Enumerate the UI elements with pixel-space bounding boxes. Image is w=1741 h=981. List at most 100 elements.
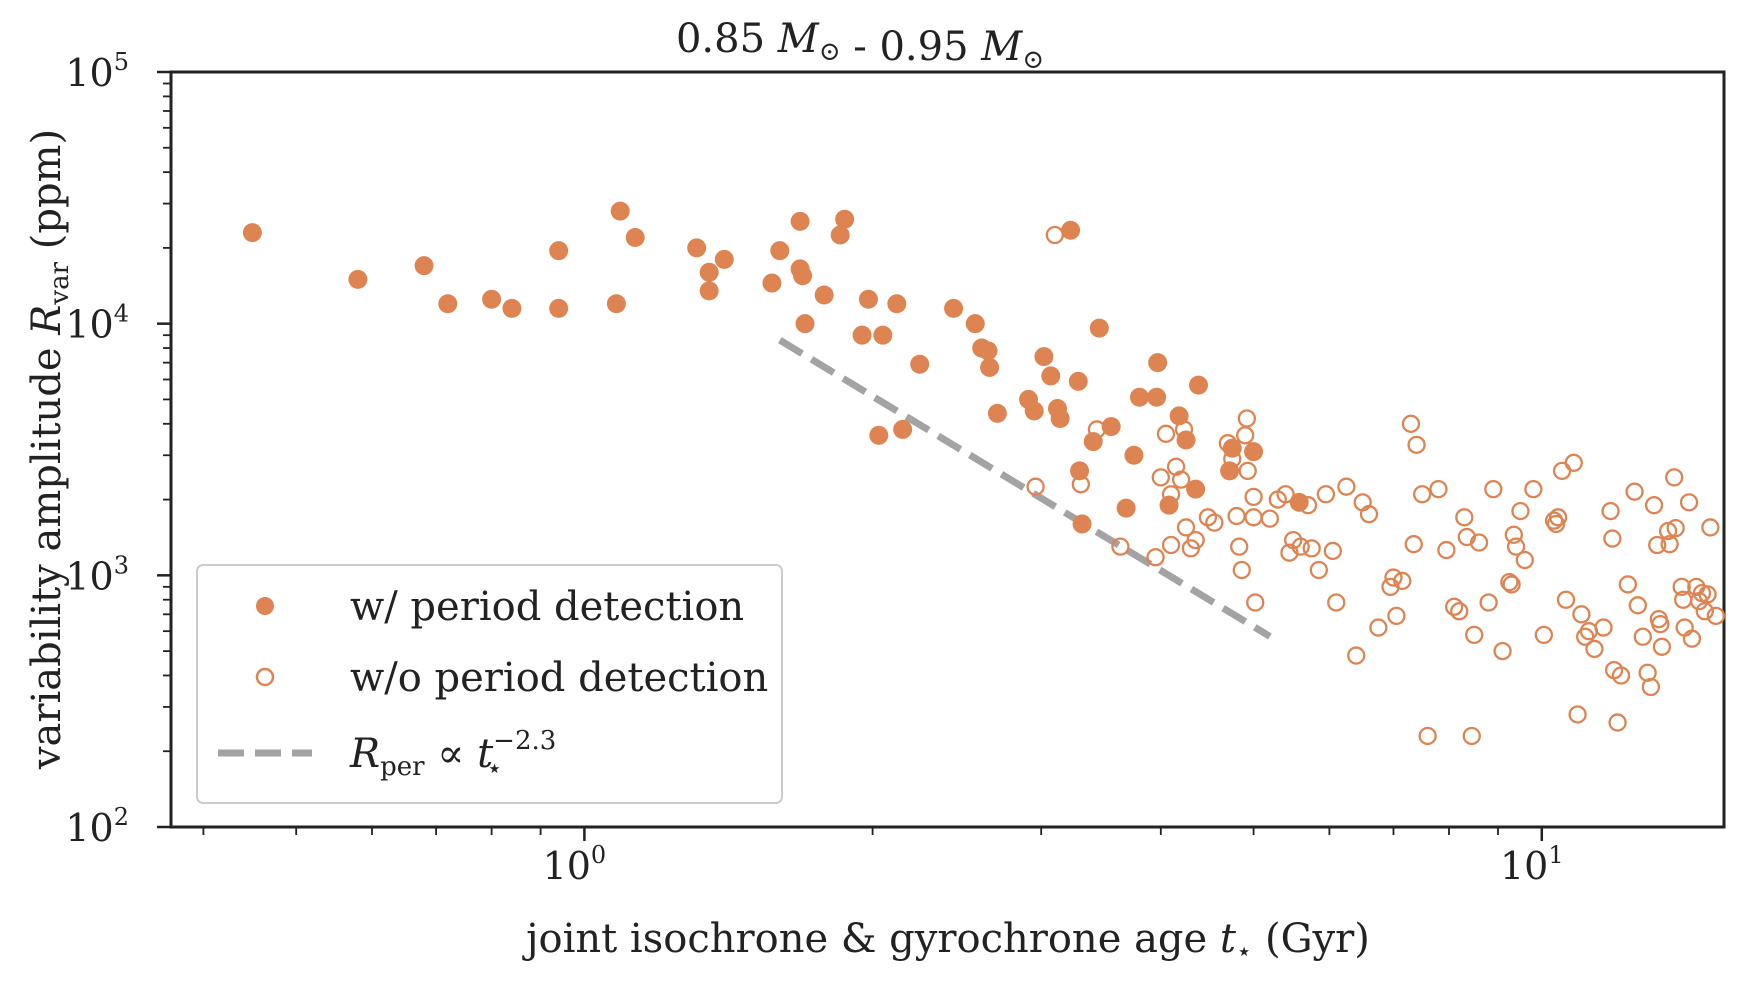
data-point-with-period (1159, 495, 1179, 515)
y-tick-label: 104 (65, 300, 129, 347)
data-point-without-period (1230, 537, 1249, 556)
ylabel-var: R (24, 305, 70, 336)
tick-labels: 100 101 102 103 104 105 (65, 48, 1563, 888)
data-point-without-period (1302, 539, 1321, 558)
data-point-without-period (1026, 477, 1045, 496)
data-point-without-period (1309, 560, 1329, 580)
data-point-with-period (965, 314, 985, 334)
trend-label-var: R (349, 731, 380, 777)
data-point-without-period (1227, 506, 1246, 526)
data-point-without-period (1045, 225, 1064, 245)
data-point-without-period (1232, 560, 1251, 580)
data-point-without-period (1484, 480, 1503, 499)
data-point-without-period (1369, 618, 1388, 637)
data-point-without-period (1500, 572, 1519, 592)
trend-line (778, 337, 1272, 640)
data-point-without-period (1244, 508, 1263, 527)
data-point-without-period (1384, 568, 1403, 587)
legend-label-with-period: w/ period detection (350, 584, 744, 630)
data-point-with-period (1222, 438, 1242, 458)
data-point-without-period (1644, 496, 1664, 515)
data-point-without-period (1469, 533, 1489, 552)
data-point-with-period (625, 227, 645, 247)
data-point-with-period (482, 289, 502, 309)
data-point-without-period (1675, 618, 1694, 637)
data-point-without-period (1504, 525, 1523, 544)
data-point-with-period (1148, 353, 1168, 373)
data-point-with-period (1289, 492, 1309, 512)
data-point-with-period (835, 209, 855, 229)
trend-line-group (778, 337, 1272, 640)
trend-label-exp: −2.3 (493, 726, 556, 756)
data-point-with-period (814, 285, 834, 305)
data-point-with-period (699, 262, 719, 282)
data-point-with-period (1176, 430, 1196, 450)
data-point-without-period (1695, 602, 1714, 621)
data-point-without-period (1429, 480, 1448, 499)
data-point-without-period (1393, 571, 1412, 591)
data-point-without-period (1611, 666, 1631, 685)
data-point-with-period (1189, 375, 1209, 395)
data-point-without-period (1236, 426, 1255, 445)
trend-label-sub: per (380, 752, 425, 782)
title-separator: - (853, 24, 867, 70)
y-tick-label: 105 (65, 48, 129, 95)
data-point-with-period (348, 269, 368, 289)
data-point-without-period (1666, 518, 1685, 538)
data-point-with-period (549, 241, 569, 261)
ylabel-suffix: (ppm) (24, 129, 70, 262)
data-point-without-period (1625, 482, 1644, 501)
data-point-without-period (1445, 597, 1464, 616)
data-point-with-period (790, 211, 810, 231)
data-point-with-period (1116, 498, 1136, 518)
data-point-without-period (1260, 509, 1280, 528)
data-point-without-period (1701, 518, 1720, 537)
data-point-without-period (1347, 646, 1366, 665)
data-point-without-period (1652, 637, 1672, 656)
data-point-with-period (714, 249, 734, 269)
data-point-without-period (1111, 537, 1130, 556)
data-point-with-period (1169, 406, 1189, 426)
data-point-with-period (414, 256, 434, 276)
data-point-without-period (1544, 511, 1564, 530)
y-axis-label: variability amplitude Rvar (ppm) (24, 129, 75, 770)
data-point-with-period (1244, 442, 1264, 462)
data-point-without-period (1146, 548, 1165, 567)
data-point-without-period (1502, 575, 1521, 594)
data-point-without-period (1534, 625, 1554, 645)
data-point-without-period (1186, 530, 1205, 550)
data-point-with-period (762, 273, 782, 293)
y-tick-label: 102 (65, 803, 129, 850)
data-point-with-period (1129, 387, 1149, 407)
data-point-without-period (1316, 485, 1336, 504)
data-point-without-period (1151, 468, 1170, 487)
data-point-without-period (1603, 529, 1622, 548)
legend-label-trend: Rper ∝ t−2.3 ⋆ (349, 726, 556, 784)
data-point-without-period (1511, 501, 1530, 521)
data-point-without-period (1455, 508, 1474, 527)
data-point-with-period (852, 325, 872, 345)
legend-label-without-period: w/o period detection (350, 655, 768, 701)
data-point-without-period (1594, 618, 1613, 637)
data-point-without-period (1359, 505, 1379, 524)
data-point-without-period (1648, 535, 1667, 555)
data-point-without-period (1618, 575, 1638, 594)
data-point-with-period (1050, 408, 1070, 428)
data-point-without-period (1579, 622, 1599, 641)
ylabel-prefix: variability amplitude (24, 335, 70, 770)
data-point-with-period (549, 298, 569, 318)
data-point-without-period (1276, 485, 1295, 504)
data-point-without-period (1548, 508, 1568, 527)
data-point-with-period (910, 354, 930, 374)
data-point-with-period (830, 225, 850, 245)
data-point-with-period (438, 294, 458, 314)
data-point-without-period (1665, 468, 1684, 487)
data-point-without-period (1156, 424, 1176, 443)
title-mass-symbol-1: M (777, 16, 820, 62)
data-point-without-period (1628, 596, 1648, 615)
data-point-with-period (1034, 347, 1054, 367)
data-points (242, 201, 1726, 746)
x-tick-label: 100 (543, 841, 607, 888)
title-mass-high: 0.95 (879, 24, 968, 70)
